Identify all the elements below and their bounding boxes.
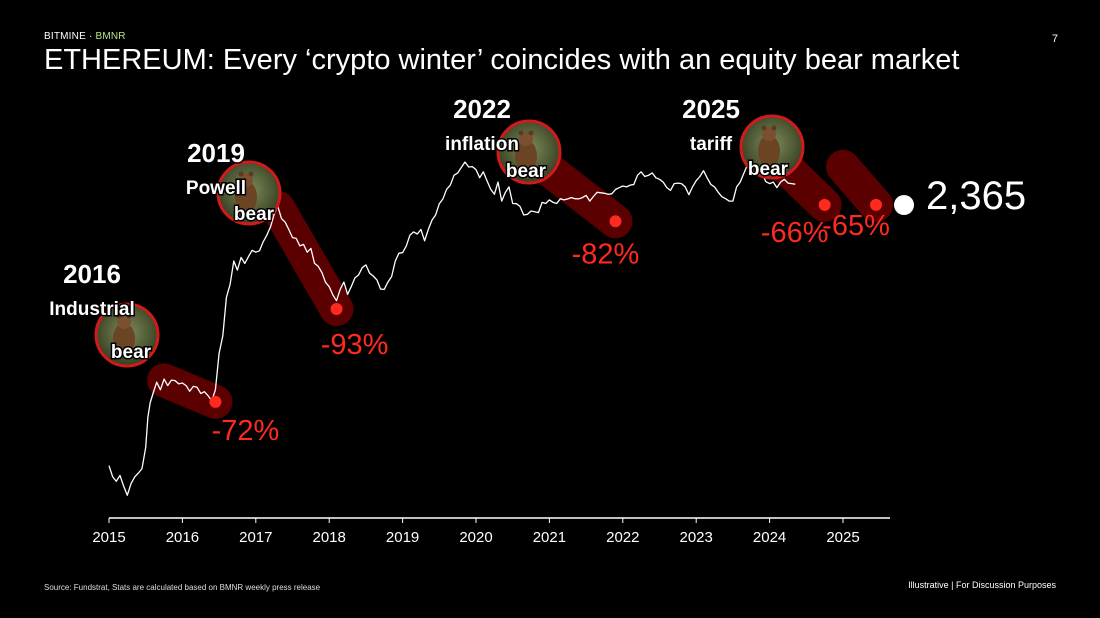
- brand-line: BITMINE · BMNR: [44, 31, 126, 42]
- bear-icon: [113, 323, 135, 355]
- bear-icon: [235, 181, 257, 213]
- trough-marker: [609, 215, 622, 228]
- page-title: ETHEREUM: Every ‘crypto winter’ coincide…: [44, 44, 960, 76]
- x-tick-label: 2023: [680, 529, 713, 546]
- x-tick-label: 2022: [606, 529, 639, 546]
- bear-name-label: Powell: [186, 178, 246, 199]
- bear-name-label: inflation: [445, 134, 519, 155]
- x-tick-label: 2019: [386, 529, 419, 546]
- bear-icon: [515, 140, 537, 172]
- bear-badge: [94, 302, 160, 368]
- drawdown-label: -93%: [321, 329, 389, 361]
- page-number: 7: [1051, 33, 1058, 45]
- drawdown-label: -82%: [572, 238, 640, 270]
- bear-head-icon: [762, 127, 776, 141]
- bear-badge: [739, 114, 805, 180]
- brand-ticker: BMNR: [95, 31, 126, 42]
- bear-year-label: 2016: [63, 259, 121, 289]
- trough-marker: [818, 198, 831, 211]
- trough-marker: [870, 198, 883, 211]
- bear-word-label: bear: [506, 161, 547, 182]
- bear-year-label: 2019: [187, 138, 245, 168]
- bear-word-label: bear: [748, 159, 789, 180]
- drawdown-label: -66%: [761, 217, 829, 249]
- x-tick-label: 2017: [239, 529, 272, 546]
- brand-separator: ·: [88, 31, 93, 42]
- bear-name-label: tariff: [690, 134, 733, 155]
- x-tick-label: 2018: [313, 529, 346, 546]
- bear-word-label: bear: [111, 342, 152, 363]
- bear-ear-icon: [528, 130, 534, 136]
- x-tick-label: 2016: [166, 529, 199, 546]
- bear-ear-icon: [518, 130, 524, 136]
- bear-ear-icon: [761, 125, 767, 131]
- x-tick-label: 2015: [92, 529, 125, 546]
- x-tick-label: 2025: [826, 529, 859, 546]
- bear-icon: [758, 135, 780, 167]
- bear-ear-icon: [116, 313, 122, 319]
- trough-marker: [209, 395, 222, 408]
- footer-source: Source: Fundstrat, Stats are calculated …: [44, 583, 321, 592]
- price-line: [108, 161, 796, 496]
- x-tick-label: 2024: [753, 529, 786, 546]
- bear-badge: [216, 160, 282, 226]
- bear-head-icon: [519, 132, 533, 146]
- bear-ear-icon: [248, 171, 254, 177]
- bear-name-label: Industrial: [49, 299, 135, 320]
- bear-badge: [496, 119, 562, 185]
- last-value-label: 2,365: [926, 174, 1026, 218]
- x-tick-label: 2020: [459, 529, 492, 546]
- bear-year-label: 2022: [453, 94, 511, 124]
- bear-head-icon: [239, 173, 253, 187]
- last-value-marker: [894, 195, 914, 215]
- bear-word-label: bear: [234, 204, 275, 225]
- drawdown-label: -65%: [822, 210, 890, 242]
- x-tick-label: 2021: [533, 529, 566, 546]
- bear-year-label: 2025: [682, 94, 740, 124]
- drawdown-band: [260, 190, 354, 327]
- trough-marker: [330, 303, 343, 316]
- bear-head-icon: [117, 315, 131, 329]
- footer-note: Illustrative | For Discussion Purposes: [908, 580, 1056, 590]
- drawdown-label: -72%: [212, 415, 280, 447]
- brand-name: BITMINE: [44, 31, 86, 42]
- bear-ear-icon: [238, 171, 244, 177]
- bear-ear-icon: [771, 125, 777, 131]
- drawdown-band: [826, 149, 894, 222]
- bear-ear-icon: [126, 313, 132, 319]
